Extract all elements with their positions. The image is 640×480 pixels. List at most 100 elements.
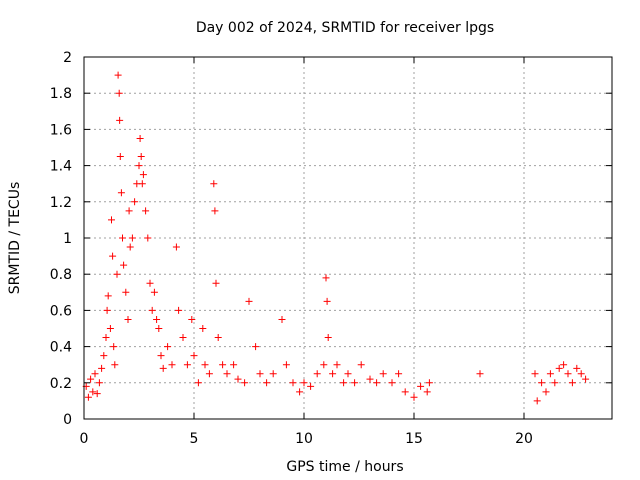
data-point [128,234,136,242]
data-point [344,370,352,378]
data-point [395,370,403,378]
data-point [199,325,207,332]
data-point [234,375,242,383]
data-point [89,388,97,396]
data-point [164,343,172,351]
data-point [117,189,125,197]
data-point [91,370,99,378]
data-point [568,379,576,387]
data-point [102,334,110,342]
data-point [401,388,409,396]
data-point [157,352,165,360]
data-point [139,171,147,179]
data-point [320,361,328,369]
data-point [476,370,484,378]
data-point [564,370,572,378]
data-point [190,352,198,360]
data-point [104,292,112,300]
y-tick-label: 1.8 [50,86,72,102]
data-point [212,279,220,287]
data-point [159,364,167,372]
y-axis-label: SRMTID / TECUs [7,182,23,295]
data-point [116,116,124,124]
data-point [573,364,581,372]
data-point [124,315,132,323]
data-point [417,382,425,390]
data-point [582,375,590,383]
data-point [357,361,365,369]
data-point [153,315,161,323]
data-point [551,379,559,387]
data-point [113,270,121,278]
data-point [214,334,222,342]
data-point [125,207,133,215]
data-point [87,375,95,383]
data-point [223,370,231,378]
x-axis-label: GPS time / hours [286,459,403,475]
data-point [230,361,238,369]
data-point [106,325,114,332]
data-point [373,379,381,387]
data-point [340,379,348,387]
data-point [155,325,163,332]
data-point [114,71,122,79]
data-point [542,388,550,396]
data-point [188,315,196,323]
data-point [110,343,118,351]
data-point [322,274,330,282]
data-point [546,370,554,378]
data-point [410,393,418,401]
y-tick-label: 0.4 [50,340,72,356]
data-point [531,370,539,378]
data-point [245,297,253,305]
y-tick-label: 0 [63,412,72,428]
data-point [333,361,341,369]
data-point [313,370,321,378]
data-point [252,343,260,351]
y-tick-label: 1.2 [50,195,72,211]
data-point [95,379,103,387]
data-point [144,234,152,242]
data-point [172,243,180,251]
x-tick-label: 5 [190,431,199,447]
data-point [109,252,117,260]
data-point [263,379,271,387]
data-point [120,261,128,269]
data-point [146,279,154,287]
data-point [269,370,277,378]
x-tick-label: 10 [295,431,313,447]
grid-lines [84,57,612,419]
data-point [179,334,187,342]
data-point [93,390,101,398]
data-point [560,361,568,369]
data-point [194,379,202,387]
data-point [323,297,331,305]
data-point [168,361,176,369]
y-tick-label: 0.2 [50,376,72,392]
data-point [388,379,396,387]
x-tick-label: 15 [405,431,423,447]
data-point [138,180,146,188]
y-tick-label: 0.6 [50,303,72,319]
data-point [423,388,431,396]
x-tick-label: 0 [80,431,89,447]
data-point [111,361,119,369]
data-point [131,198,139,206]
y-tick-label: 1 [63,231,72,247]
data-point [205,370,213,378]
data-points [82,71,590,405]
data-point [126,243,134,251]
data-point [366,375,374,383]
y-tick-label: 2 [63,50,72,66]
chart-title: Day 002 of 2024, SRMTID for receiver lpg… [196,20,494,36]
data-point [241,379,249,387]
data-point [119,234,126,242]
data-point [300,379,308,387]
data-point [256,370,264,378]
data-point [116,153,124,161]
data-point [175,306,183,314]
data-point [379,370,387,378]
x-tick-label: 20 [515,431,533,447]
data-point [183,361,191,369]
